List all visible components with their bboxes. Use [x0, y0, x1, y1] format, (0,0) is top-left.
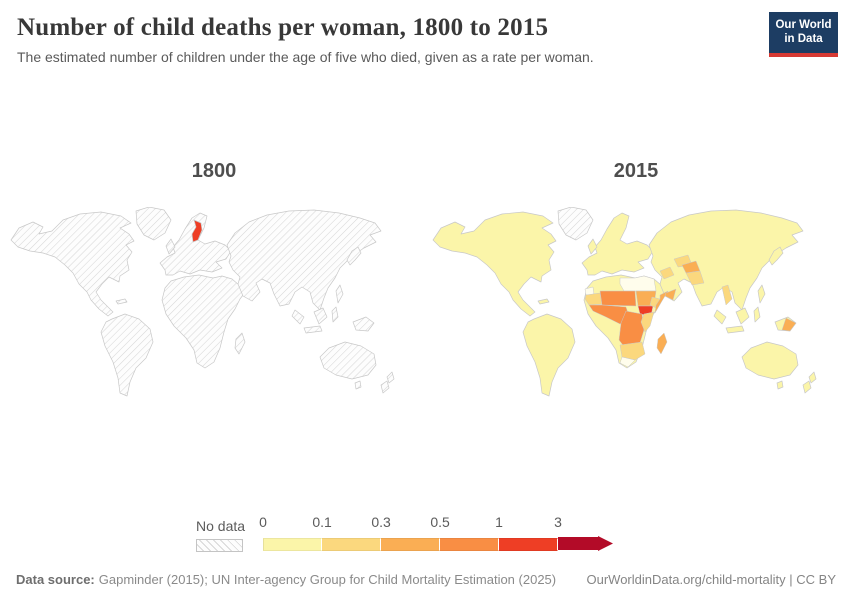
page-title: Number of child deaths per woman, 1800 t…: [17, 14, 549, 41]
no-data-label: No data: [196, 518, 246, 534]
region-mauritania-senegal-2015[interactable]: [584, 292, 603, 306]
legend-tick-0-3: 0.3: [371, 514, 391, 530]
country-borneo-2015[interactable]: [735, 307, 750, 325]
logo-line-2: in Data: [784, 33, 823, 46]
country-java-2015[interactable]: [725, 325, 745, 334]
country-madagascar-1800[interactable]: [234, 332, 246, 355]
country-greenland-1800[interactable]: [135, 207, 172, 241]
color-legend: No data 0 0.1 0.3 0.5 1 3: [196, 514, 619, 552]
legend-bin-0.1-0.3[interactable]: [322, 537, 382, 551]
data-source: Data source: Gapminder (2015); UN Inter-a…: [16, 572, 556, 587]
country-philippines-1800[interactable]: [335, 284, 344, 304]
world-map-2015[interactable]: [430, 207, 842, 399]
country-new-guinea-1800[interactable]: [352, 316, 375, 332]
country-java-1800[interactable]: [303, 325, 323, 334]
data-source-text: Gapminder (2015); UN Inter-agency Group …: [98, 572, 557, 587]
country-cuba-1800[interactable]: [115, 298, 128, 305]
country-sulawesi-1800[interactable]: [331, 306, 339, 323]
map-1800: 1800: [8, 160, 420, 399]
country-uk-1800[interactable]: [165, 238, 176, 255]
chart-subtitle: The estimated number of children under t…: [17, 49, 594, 65]
country-philippines-2015[interactable]: [757, 284, 766, 304]
country-sumatra-1800[interactable]: [291, 309, 305, 325]
logo-accent-bar: [769, 52, 838, 57]
legend-tick-0-5: 0.5: [430, 514, 450, 530]
legend-arrow-shape: [558, 536, 614, 551]
legend-tick-1: 1: [495, 514, 503, 530]
map-2015-year-label: 2015: [613, 160, 659, 182]
legend-tick-0: 0: [259, 514, 267, 530]
country-south-america-1800[interactable]: [100, 313, 154, 397]
country-new-zealand-north-2015[interactable]: [808, 371, 817, 384]
country-madagascar-2015[interactable]: [656, 332, 668, 355]
legend-bin-3-plus[interactable]: [558, 536, 614, 551]
legend-tick-0-1: 0.1: [312, 514, 332, 530]
legend-color-bar: [263, 536, 614, 551]
chart-footer: Data source: Gapminder (2015); UN Inter-a…: [16, 572, 836, 587]
map-2015: 2015: [430, 160, 842, 399]
no-data-swatch[interactable]: [196, 539, 243, 552]
legend-bin-0-0.1[interactable]: [263, 537, 323, 551]
chart-header: Number of child deaths per woman, 1800 t…: [17, 14, 757, 65]
world-map-1800[interactable]: [8, 207, 420, 399]
legend-ticks: 0 0.1 0.3 0.5 1 3: [259, 514, 619, 532]
region-north-africa-2015[interactable]: [619, 275, 657, 292]
country-south-america-2015[interactable]: [522, 313, 576, 397]
region-sahel-2015[interactable]: [599, 290, 637, 307]
country-australia-1800[interactable]: [319, 341, 377, 380]
owid-logo[interactable]: Our World in Data: [769, 12, 838, 57]
country-sumatra-2015[interactable]: [713, 309, 727, 325]
country-greenland-2015[interactable]: [557, 207, 594, 241]
logo-line-1: Our World: [775, 19, 832, 31]
owid-url-license-link[interactable]: OurWorldinData.org/child-mortality | CC …: [586, 572, 837, 587]
country-borneo-1800[interactable]: [313, 307, 328, 325]
legend-tick-3: 3: [554, 514, 562, 530]
map-1800-year-label: 1800: [191, 160, 237, 182]
country-tasmania-1800[interactable]: [354, 380, 362, 390]
country-asia-1800[interactable]: [226, 209, 382, 311]
country-new-zealand-south-1800[interactable]: [380, 380, 390, 394]
country-tasmania-2015[interactable]: [776, 380, 784, 390]
data-source-label: Data source:: [16, 572, 95, 587]
country-north-america-1800[interactable]: [10, 211, 135, 317]
country-uk-2015[interactable]: [587, 238, 598, 255]
legend-bin-1-3[interactable]: [499, 537, 559, 551]
country-australia-2015[interactable]: [741, 341, 799, 380]
legend-bin-0.5-1[interactable]: [440, 537, 500, 551]
country-new-zealand-north-1800[interactable]: [386, 371, 395, 384]
legend-bin-0.3-0.5[interactable]: [381, 537, 441, 551]
country-africa-1800[interactable]: [161, 274, 247, 369]
country-north-america-2015[interactable]: [432, 211, 557, 317]
country-sulawesi-2015[interactable]: [753, 306, 761, 323]
country-cuba-2015[interactable]: [537, 298, 550, 305]
country-new-zealand-south-2015[interactable]: [802, 380, 812, 394]
